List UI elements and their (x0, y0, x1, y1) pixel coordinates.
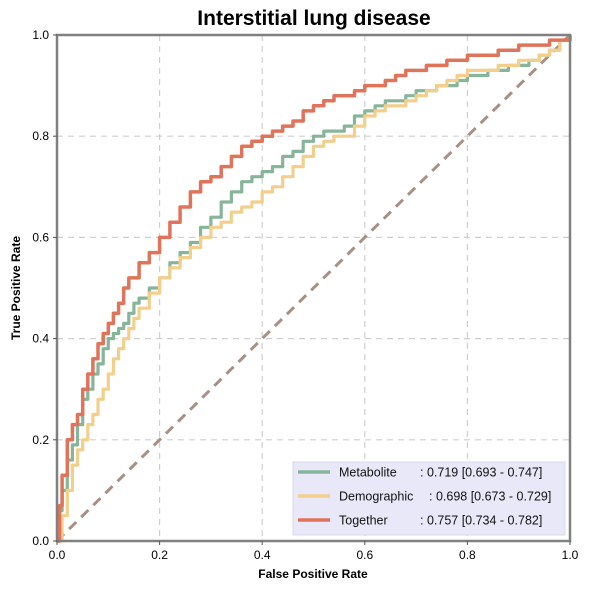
x-tick-label: 1.0 (562, 548, 579, 562)
legend-auc-together: : 0.757 [0.734 - 0.782] (420, 514, 542, 528)
y-tick-labels: 0.0 0.2 0.4 0.6 0.8 1.0 (32, 28, 57, 548)
legend-label-together: Together (339, 514, 388, 528)
chart-title: Interstitial lung disease (197, 7, 430, 30)
legend-auc-metabolite: : 0.719 [0.693 - 0.747] (420, 466, 542, 480)
x-tick-label: 0.2 (151, 548, 168, 562)
x-tick-label: 0.0 (49, 548, 66, 562)
y-tick-label: 0.6 (32, 230, 49, 244)
x-tick-label: 0.6 (356, 548, 373, 562)
y-axis-label: True Positive Rate (9, 236, 23, 340)
x-tick-label: 0.4 (254, 548, 271, 562)
y-tick-label: 0.8 (32, 129, 49, 143)
legend: Metabolite : 0.719 [0.693 - 0.747] Demogra… (293, 462, 565, 535)
legend-label-demographic: Demographic (339, 490, 413, 504)
y-tick-label: 0.2 (32, 433, 49, 447)
legend-auc-demographic: : 0.698 [0.673 - 0.729] (429, 490, 551, 504)
x-axis-label: False Positive Rate (258, 567, 368, 581)
y-tick-label: 0.4 (32, 332, 49, 346)
x-tick-label: 0.8 (459, 548, 476, 562)
legend-label-metabolite: Metabolite (339, 466, 397, 480)
x-tick-labels: 0.0 0.2 0.4 0.6 0.8 1.0 (49, 541, 579, 562)
y-tick-label: 1.0 (32, 28, 49, 42)
y-tick-label: 0.0 (32, 534, 49, 548)
